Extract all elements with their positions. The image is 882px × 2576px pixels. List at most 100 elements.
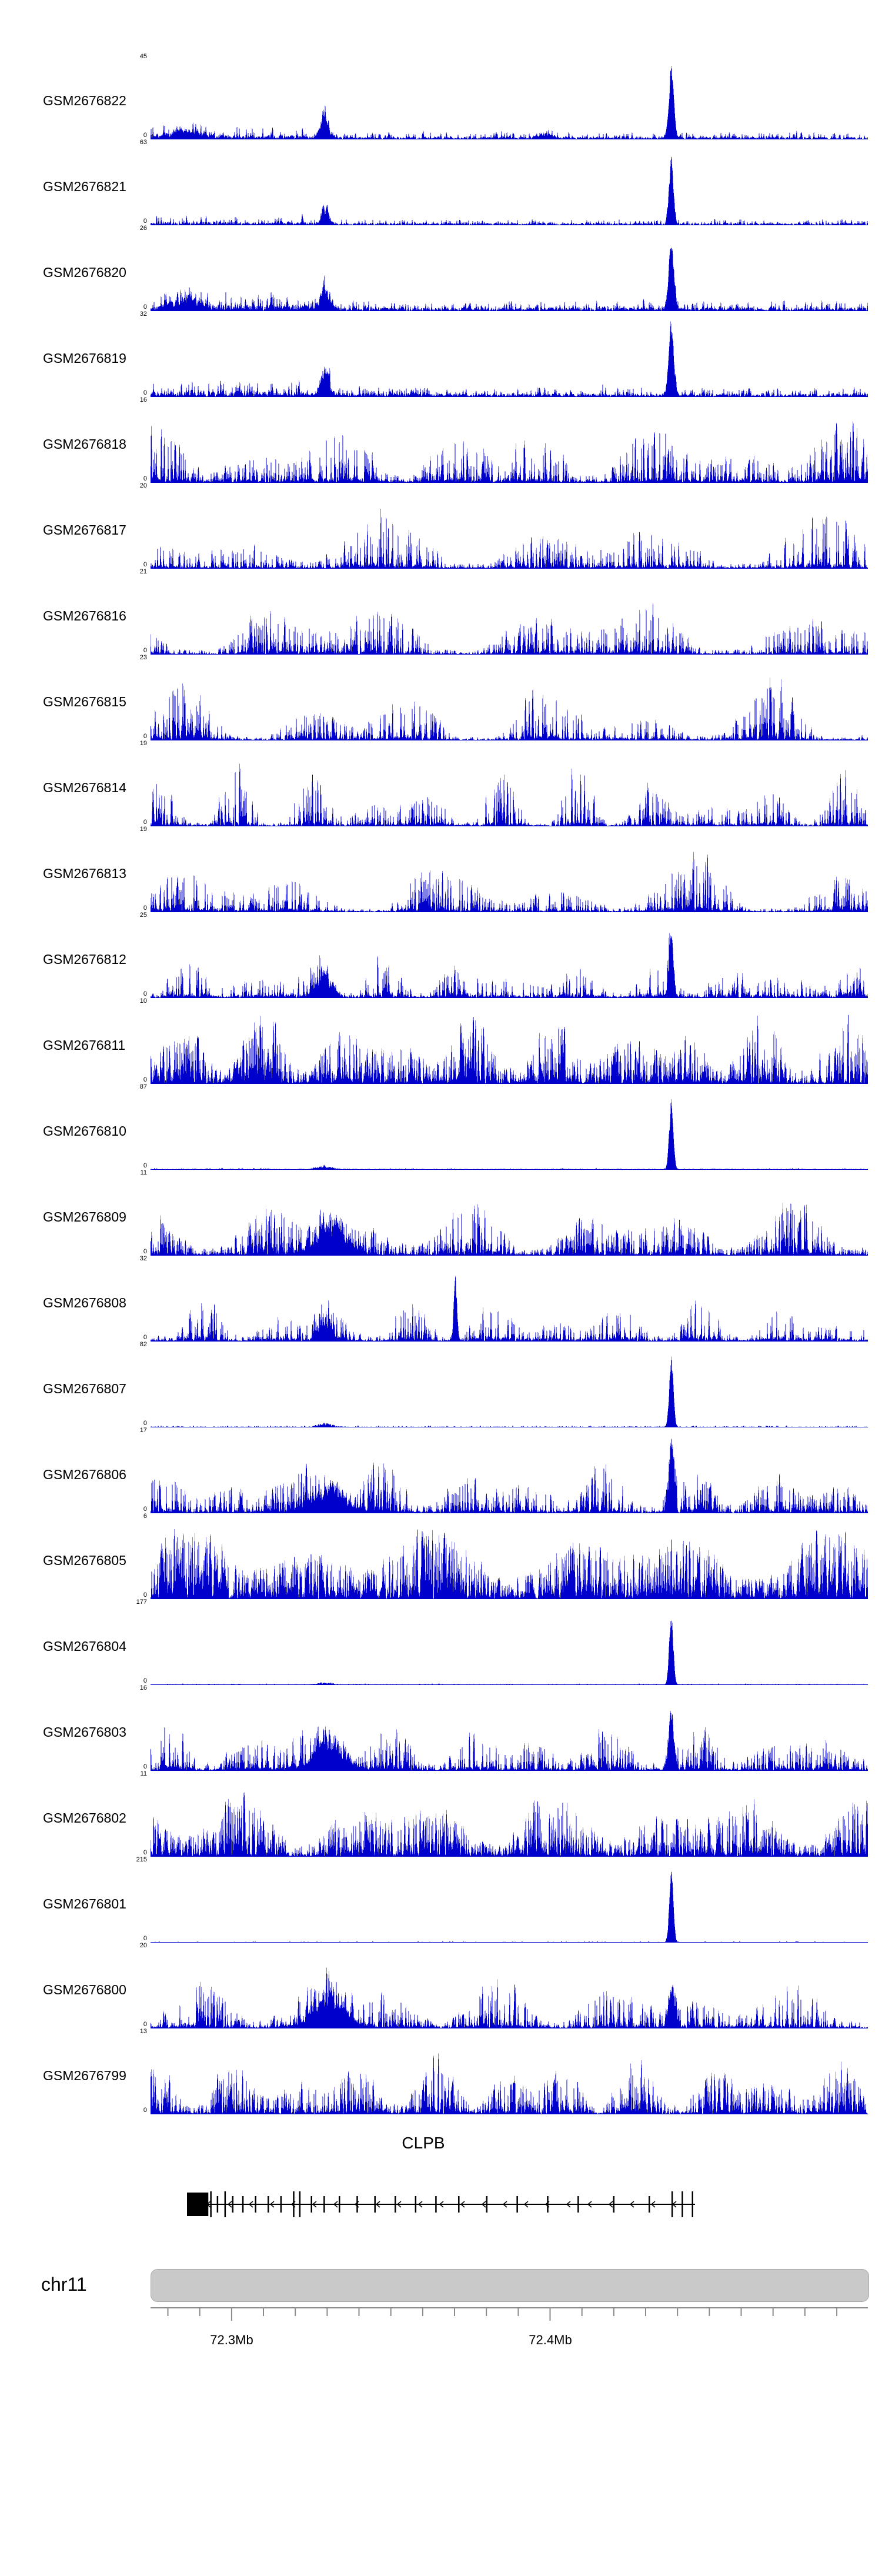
- coverage-signal: [151, 1097, 868, 1170]
- track-row: GSM2676805 6 0: [0, 1513, 882, 1600]
- coverage-signal: [151, 1617, 868, 1685]
- signal-tracks-panel: GSM2676822 45 0 GSM2676821 63 0 GSM26768…: [0, 53, 882, 2115]
- coverage-signal: [151, 156, 868, 225]
- track-row: GSM2676811 10 0: [0, 997, 882, 1085]
- track-label: GSM2676808: [43, 1295, 126, 1310]
- track-ymax-label: 215: [136, 1856, 147, 1863]
- track-ymax-label: 16: [139, 1684, 147, 1691]
- axis-coordinate-label: 72.4Mb: [529, 2333, 572, 2347]
- track-row: GSM2676815 23 0: [0, 654, 882, 741]
- track-ymin-label: 0: [143, 1935, 147, 1942]
- track-ymax-label: 23: [139, 654, 147, 661]
- track-label: GSM2676810: [43, 1123, 126, 1139]
- coverage-signal: [151, 1964, 868, 2028]
- track-ymax-label: 87: [139, 1083, 147, 1090]
- track-ymin-label: 0: [143, 1334, 147, 1341]
- track-row: GSM2676818 16 0: [0, 396, 882, 483]
- coverage-signal: [151, 1871, 868, 1943]
- track-ymin-label: 0: [143, 647, 147, 654]
- coverage-signal: [151, 667, 868, 740]
- coverage-signal: [151, 1523, 868, 1599]
- track-row: GSM2676813 19 0: [0, 826, 882, 913]
- track-row: GSM2676802 11 0: [0, 1770, 882, 1857]
- track-ymin-label: 0: [143, 303, 147, 311]
- track-label: GSM2676806: [43, 1467, 126, 1482]
- track-ymin-label: 0: [143, 389, 147, 396]
- track-ymax-label: 32: [139, 1255, 147, 1262]
- track-ymax-label: 21: [139, 568, 147, 575]
- track-label: GSM2676800: [43, 1982, 126, 1997]
- track-ymax-label: 11: [140, 1169, 147, 1176]
- track-label: GSM2676799: [43, 2068, 126, 2083]
- track-row: GSM2676807 82 0: [0, 1341, 882, 1428]
- track-label: GSM2676814: [43, 780, 126, 795]
- coverage-signal: [151, 1195, 868, 1256]
- track-label: GSM2676809: [43, 1209, 126, 1224]
- track-row: GSM2676804 177 0: [0, 1599, 882, 1686]
- track-ymin-label: 0: [143, 1420, 147, 1427]
- track-ymin-label: 0: [143, 132, 147, 139]
- track-row: GSM2676820 26 0: [0, 225, 882, 312]
- track-ymin-label: 0: [143, 1076, 147, 1083]
- track-ymax-label: 20: [139, 1942, 147, 1949]
- track-row: GSM2676801 215 0: [0, 1856, 882, 1943]
- track-row: GSM2676814 19 0: [0, 740, 882, 827]
- track-ymax-label: 19: [139, 740, 147, 747]
- coverage-signal: [151, 1787, 868, 1857]
- track-ymax-label: 26: [139, 225, 147, 232]
- track-row: GSM2676799 13 0: [0, 2028, 882, 2115]
- track-ymin-label: 0: [143, 990, 147, 997]
- coverage-signal: [151, 2050, 868, 2114]
- track-ymin-label: 0: [143, 1763, 147, 1770]
- track-row: GSM2676819 32 0: [0, 311, 882, 398]
- track-label: GSM2676818: [43, 436, 126, 452]
- track-ymin-label: 0: [143, 475, 147, 482]
- coverage-signal: [151, 500, 868, 569]
- track-ymin-label: 0: [143, 905, 147, 912]
- track-label: GSM2676822: [43, 93, 126, 108]
- track-label: GSM2676807: [43, 1381, 126, 1396]
- track-label: GSM2676819: [43, 351, 126, 366]
- track-ymin-label: 0: [143, 218, 147, 225]
- axis-coordinate-label: 72.3Mb: [210, 2333, 253, 2347]
- coverage-signal: [151, 417, 868, 483]
- track-row: GSM2676822 45 0: [0, 53, 882, 140]
- track-row: GSM2676806 17 0: [0, 1427, 882, 1514]
- track-label: GSM2676801: [43, 1896, 126, 1911]
- chromosome-ideogram: [151, 2269, 869, 2302]
- track-ymin-label: 0: [143, 1248, 147, 1255]
- track-row: GSM2676810 87 0: [0, 1083, 882, 1170]
- track-ymax-label: 177: [136, 1599, 147, 1606]
- track-row: GSM2676803 16 0: [0, 1684, 882, 1771]
- track-ymax-label: 82: [139, 1341, 147, 1348]
- track-row: GSM2676821 63 0: [0, 139, 882, 226]
- coverage-signal: [151, 843, 868, 912]
- track-label: GSM2676820: [43, 265, 126, 280]
- track-label: GSM2676815: [43, 694, 126, 709]
- track-ymax-label: 17: [139, 1427, 147, 1434]
- gene-name-label: CLPB: [402, 2134, 445, 2152]
- track-label: GSM2676811: [43, 1037, 126, 1053]
- track-row: GSM2676817 20 0: [0, 482, 882, 569]
- coverage-signal: [151, 319, 868, 397]
- gene-model: [187, 2191, 695, 2217]
- track-label: GSM2676812: [43, 952, 126, 967]
- coverage-signal: [151, 1436, 868, 1513]
- track-row: GSM2676816 21 0: [0, 568, 882, 655]
- track-ymin-label: 0: [143, 733, 147, 740]
- track-ymax-label: 20: [139, 482, 147, 489]
- track-ymax-label: 32: [139, 311, 147, 318]
- track-ymin-label: 0: [143, 2021, 147, 2028]
- track-ymin-label: 0: [143, 561, 147, 568]
- coverage-signal: [151, 247, 868, 311]
- genome-axis: [151, 2307, 868, 2321]
- track-ymax-label: 19: [139, 826, 147, 833]
- coverage-signal: [151, 596, 868, 655]
- track-ymax-label: 13: [139, 2028, 147, 2035]
- track-ymax-label: 45: [139, 53, 147, 60]
- coverage-signal: [151, 64, 868, 139]
- chromosome-label: chr11: [41, 2274, 87, 2295]
- track-label: GSM2676803: [43, 1724, 126, 1740]
- coverage-signal: [151, 1354, 868, 1427]
- track-ymin-label: 0: [143, 1677, 147, 1684]
